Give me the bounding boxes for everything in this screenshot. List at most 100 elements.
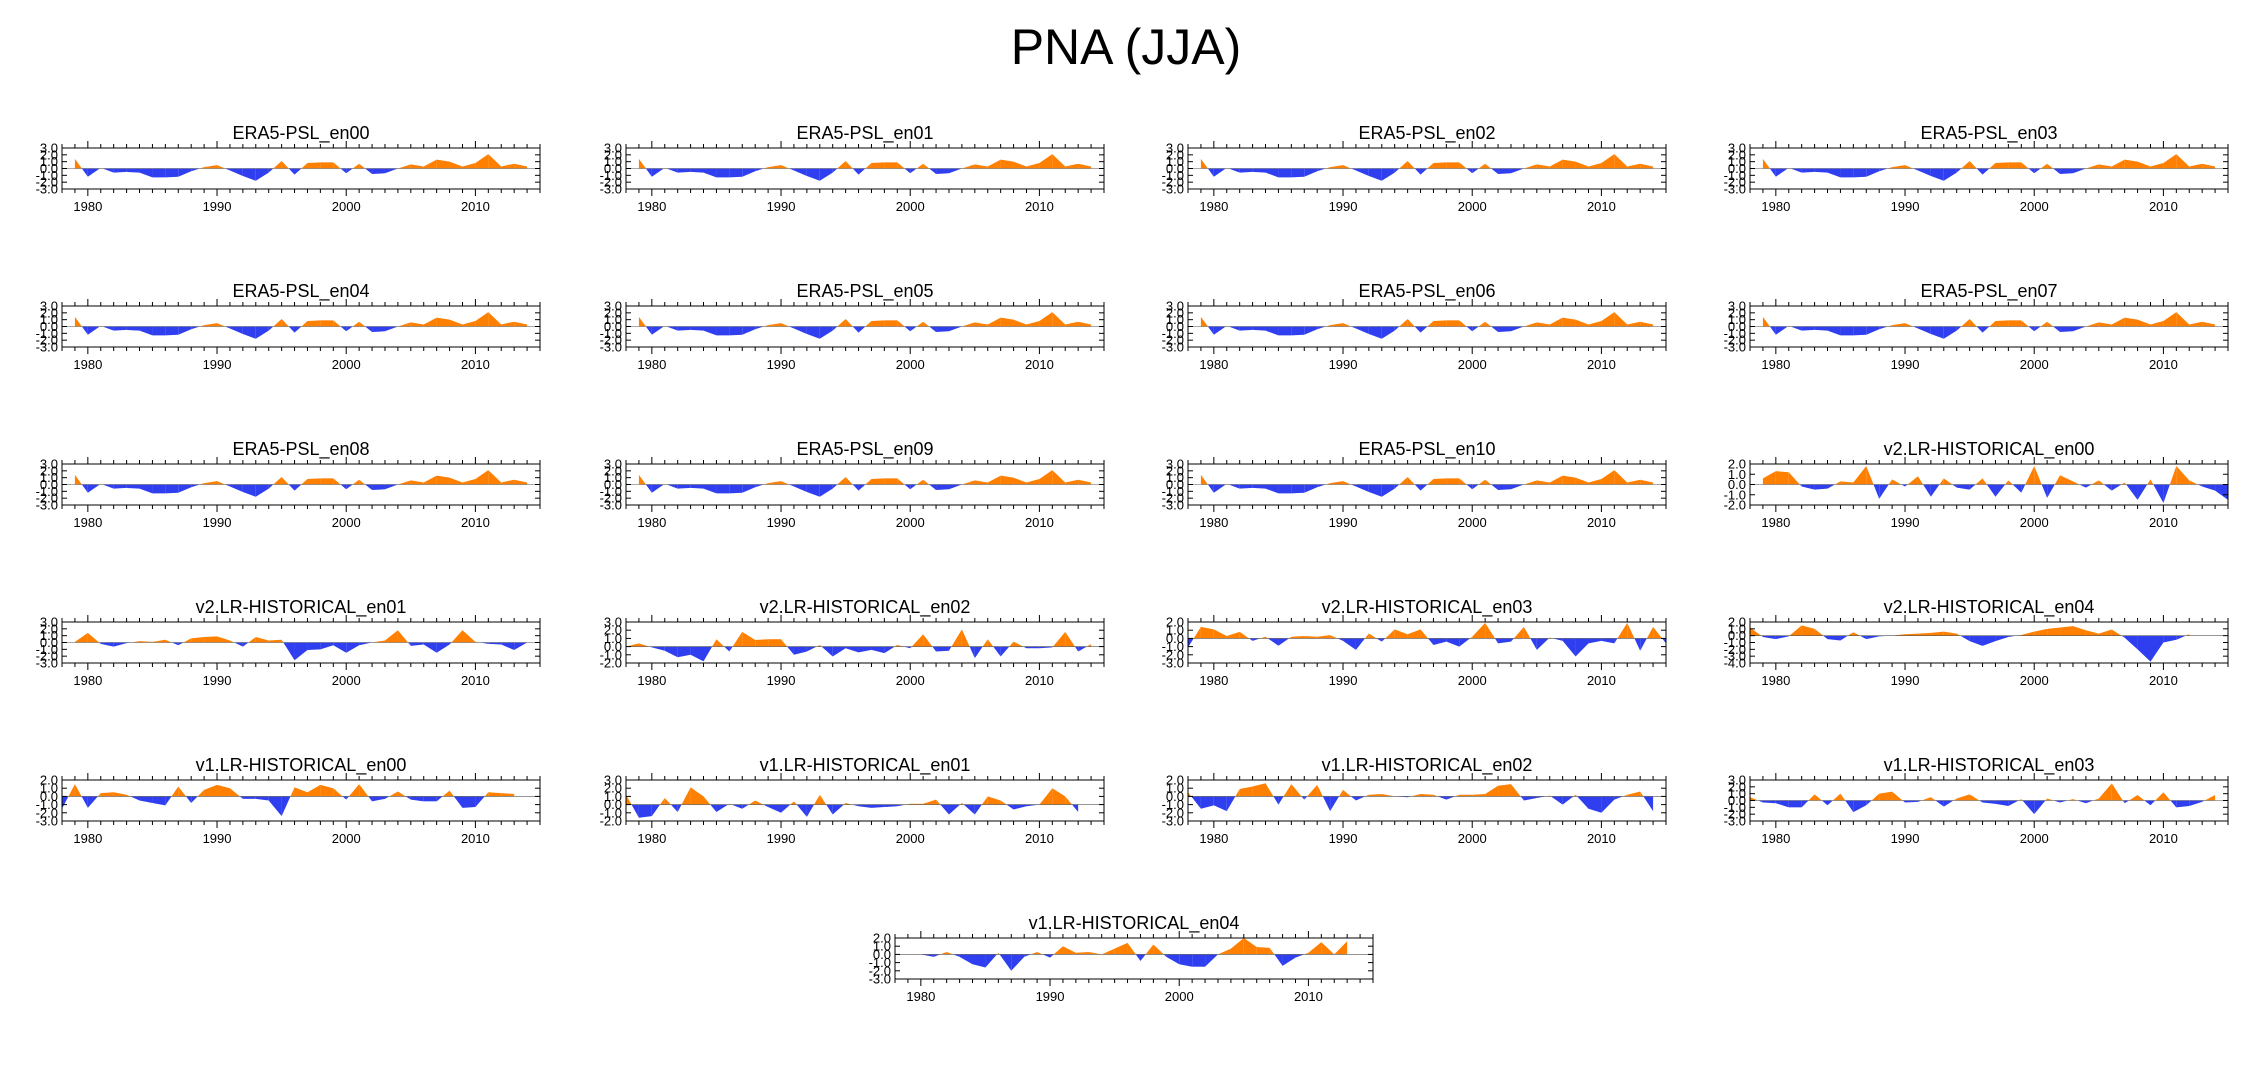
area-segment <box>102 484 114 489</box>
area-segment <box>1334 941 1348 955</box>
area-segment <box>397 164 411 169</box>
y-tick-label: 1.0 <box>1166 154 1184 169</box>
area-segment <box>1459 794 1473 797</box>
area-segment <box>225 484 230 487</box>
area-segment <box>1433 638 1447 645</box>
panel-18: v1.LR-HISTORICAL_en02 2.01.00.0-1.0-2.0-3… <box>1162 755 1667 846</box>
area-segment <box>2215 484 2228 500</box>
area-segment <box>806 168 820 181</box>
area-segment <box>81 484 88 493</box>
x-tick-label: 2010 <box>1587 831 1616 846</box>
area-segment <box>359 163 366 169</box>
area-segment <box>1399 318 1408 327</box>
area-segment <box>1459 638 1471 647</box>
area-segment <box>501 321 515 327</box>
area-segment <box>288 326 295 333</box>
area-segment <box>884 478 898 485</box>
panel-2: ERA5-PSL_en02 3.02.01.00.0-1.0-2.0-3.0 198… <box>1162 123 1667 214</box>
area-segment <box>1078 479 1092 485</box>
x-tick-label: 2010 <box>2149 831 2178 846</box>
area-segment <box>768 323 782 327</box>
y-tick-label: 1.0 <box>1166 312 1184 327</box>
area-segment <box>1260 636 1266 639</box>
area-segment <box>703 326 717 336</box>
area-segment <box>514 642 528 651</box>
area-segment <box>2137 484 2148 500</box>
area-segment <box>1775 326 1788 335</box>
area-segment <box>1072 804 1079 812</box>
area-segment <box>229 168 243 177</box>
area-segment <box>858 326 866 333</box>
area-segment <box>397 791 406 797</box>
area-segment <box>1917 800 1922 802</box>
area-segment <box>865 321 872 327</box>
area-segment <box>716 484 730 494</box>
area-segment <box>1065 796 1073 805</box>
area-segment <box>1847 632 1854 636</box>
area-segment <box>961 802 964 805</box>
area-segment <box>1235 789 1240 797</box>
area-segment <box>372 326 385 332</box>
area-segment <box>911 634 924 647</box>
area-segment <box>974 804 982 815</box>
area-segment <box>449 790 454 797</box>
area-segment <box>961 629 970 647</box>
area-segment <box>2176 312 2190 327</box>
x-tick-label: 1990 <box>1891 673 1920 688</box>
area-segment <box>768 481 782 485</box>
area-segment <box>1905 800 1918 803</box>
panel-title: v1.LR-HISTORICAL_en02 <box>1322 755 1533 776</box>
area-segment <box>1337 638 1344 641</box>
area-segment <box>2189 163 2203 169</box>
area-segment <box>1995 635 2009 642</box>
area-segment <box>845 476 853 485</box>
area-segment <box>229 788 240 797</box>
area-segment <box>2189 800 2203 806</box>
area-segment <box>1799 484 1802 487</box>
y-tick-label: -3.0 <box>36 340 58 355</box>
area-segment <box>126 326 140 331</box>
area-segment <box>1832 793 1841 801</box>
area-segment <box>2111 484 2122 491</box>
area-segment <box>884 646 895 654</box>
area-segment <box>248 637 256 643</box>
area-segment <box>340 484 347 490</box>
area-segment <box>1601 312 1615 327</box>
area-segment <box>1050 954 1054 958</box>
area-segment <box>1956 326 1962 331</box>
area-segment <box>1207 168 1214 177</box>
panel-10: ERA5-PSL_en10 3.02.01.00.0-1.0-2.0-3.0 198… <box>1162 439 1667 530</box>
y-tick-label: -1.0 <box>1162 639 1184 654</box>
y-tick-label: 3.0 <box>604 615 622 630</box>
area-segment <box>1252 168 1266 173</box>
panel-title: ERA5-PSL_en06 <box>1358 281 1495 302</box>
y-tick-label: -3.0 <box>36 498 58 513</box>
x-tick-label: 2000 <box>1458 673 1487 688</box>
y-tick-label: -3.0 <box>869 972 891 987</box>
area-segment <box>191 796 198 803</box>
area-segment <box>1930 168 1944 181</box>
area-segment <box>666 326 678 331</box>
area-segment <box>1550 796 1563 805</box>
area-segment <box>423 642 437 653</box>
y-tick-label: 0.0 <box>1166 789 1184 804</box>
area-segment <box>1536 638 1549 650</box>
area-segment <box>1976 326 1983 333</box>
area-segment <box>821 646 833 657</box>
area-segment <box>1433 320 1447 327</box>
area-segment <box>1935 800 1944 807</box>
area-segment <box>1956 168 1962 173</box>
x-tick-label: 1980 <box>1199 831 1228 846</box>
area-segment <box>178 484 192 493</box>
y-tick-label: -3.0 <box>600 182 622 197</box>
area-segment <box>1330 796 1340 812</box>
area-segment <box>242 168 256 181</box>
area-segment <box>171 642 179 646</box>
area-segment <box>1478 321 1486 327</box>
area-segment <box>1769 168 1776 177</box>
x-tick-label: 1980 <box>637 199 666 214</box>
area-segment <box>301 479 308 485</box>
area-segment <box>1213 326 1226 335</box>
area-segment <box>2098 629 2112 636</box>
y-tick-label: -1.0 <box>600 168 622 183</box>
